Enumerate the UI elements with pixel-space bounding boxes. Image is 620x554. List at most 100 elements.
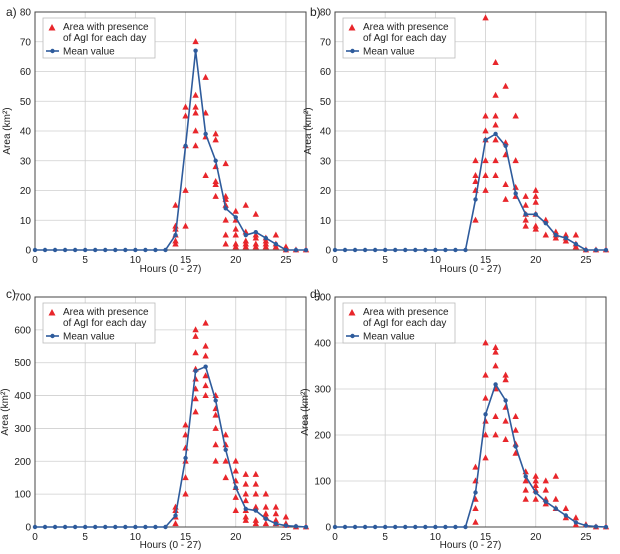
y-tick-label: 70 xyxy=(320,37,332,48)
scatter-point xyxy=(522,201,529,208)
scatter-point xyxy=(532,186,539,193)
legend-marker-triangle xyxy=(348,309,356,316)
mean-point xyxy=(593,247,599,253)
scatter-point xyxy=(532,192,539,199)
scatter-point xyxy=(252,520,260,527)
mean-point xyxy=(393,524,398,530)
mean-point xyxy=(173,513,178,518)
scatter-point xyxy=(202,372,209,379)
x-tick-label: 0 xyxy=(332,532,338,543)
mean-point xyxy=(423,524,428,530)
mean-point xyxy=(533,212,538,217)
mean-point xyxy=(163,247,168,253)
y-tick-label: 50 xyxy=(20,97,32,108)
mean-point xyxy=(413,524,418,530)
scatter-point xyxy=(192,349,199,356)
scatter-point xyxy=(482,186,489,193)
mean-point xyxy=(342,247,348,253)
legend-box xyxy=(42,17,156,59)
x-tick-label: 10 xyxy=(430,532,442,543)
mean-point xyxy=(233,485,238,490)
x-tick-label: 20 xyxy=(230,255,242,266)
x-tick-label: 5 xyxy=(382,532,388,543)
x-tick-label: 25 xyxy=(580,532,592,543)
x-tick-label: 25 xyxy=(280,255,292,266)
x-axis-label: Hours (0 - 27) xyxy=(440,264,502,275)
scatter-point xyxy=(212,457,219,464)
scatter-point xyxy=(572,514,580,521)
scatter-point xyxy=(172,520,179,527)
mean-point xyxy=(342,524,348,530)
scatter-point xyxy=(222,431,229,438)
y-axis-label: Area (km²) xyxy=(300,388,311,435)
scatter-point xyxy=(232,457,239,464)
scatter-point xyxy=(232,240,239,247)
scatter-point xyxy=(192,38,199,45)
mean-point xyxy=(293,524,299,529)
mean-point xyxy=(352,524,358,530)
mean-point xyxy=(483,412,488,417)
mean-point xyxy=(403,524,408,530)
plot-frame xyxy=(34,296,307,528)
mean-point xyxy=(42,247,48,253)
scatter-point xyxy=(182,112,189,119)
scatter-point xyxy=(182,474,189,481)
y-tick-label: 600 xyxy=(14,325,31,336)
scatter-point xyxy=(272,516,280,523)
mean-point xyxy=(293,247,299,253)
scatter-point xyxy=(502,82,509,89)
scatter-point xyxy=(232,506,239,513)
legend-label-mean: Mean value xyxy=(363,332,415,343)
scatter-point xyxy=(272,510,280,517)
mean-point xyxy=(123,524,128,530)
x-tick-label: 15 xyxy=(480,255,492,266)
legend-label-scatter: Area with presence xyxy=(363,22,449,33)
mean-point xyxy=(82,247,88,253)
scatter-point xyxy=(202,352,209,359)
plot-frame xyxy=(334,11,607,251)
scatter-point xyxy=(512,426,519,433)
scatter-point xyxy=(252,240,260,247)
mean-point xyxy=(543,221,548,226)
scatter-point xyxy=(482,157,489,164)
scatter-point xyxy=(512,449,519,456)
mean-point xyxy=(603,524,609,530)
x-tick-label: 5 xyxy=(382,255,388,266)
mean-point xyxy=(213,398,218,403)
y-tick-label: 80 xyxy=(20,8,32,19)
legend-marker-dot xyxy=(50,333,55,339)
plot-frame xyxy=(334,296,607,528)
mean-point xyxy=(332,247,338,253)
scatter-point xyxy=(182,103,189,110)
legend-label-mean: Mean value xyxy=(363,47,415,58)
mean-point xyxy=(453,524,458,530)
legend-label-scatter-2: of AgI for each day xyxy=(63,33,146,44)
scatter-point xyxy=(242,480,249,487)
mean-point xyxy=(273,241,279,247)
scatter-point xyxy=(532,472,539,479)
y-tick-label: 300 xyxy=(314,385,331,396)
mean-point xyxy=(133,247,138,253)
mean-point xyxy=(362,247,368,253)
scatter-point xyxy=(282,243,290,250)
chart-panel-3: 0 100 200 300 400 500 600 700 0 5 10 15 20 25 Hours (0… xyxy=(0,287,310,551)
scatter-point xyxy=(282,513,290,520)
scatter-point xyxy=(252,470,260,477)
scatter-point xyxy=(552,495,560,502)
mean-point xyxy=(153,247,158,253)
scatter-point xyxy=(482,339,489,346)
scatter-point xyxy=(242,516,249,523)
x-tick-label: 0 xyxy=(32,255,38,266)
legend-label-scatter: Area with presence xyxy=(363,307,449,318)
scatter-point xyxy=(202,319,209,326)
scatter-point xyxy=(232,231,239,238)
x-tick-label: 0 xyxy=(32,532,38,543)
mean-point xyxy=(62,247,68,253)
mean-point xyxy=(553,506,559,511)
scatter-point xyxy=(212,177,219,184)
legend-marker-triangle xyxy=(48,309,56,316)
scatter-point xyxy=(192,332,199,339)
mean-point xyxy=(593,524,599,529)
y-tick-label: 80 xyxy=(320,8,332,19)
